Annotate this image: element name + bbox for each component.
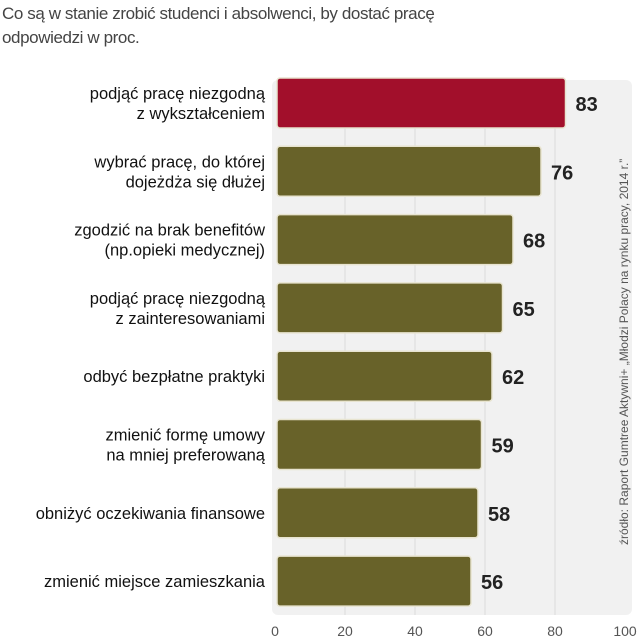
x-tick-label: 20 <box>337 623 353 639</box>
x-tick-label: 80 <box>547 623 563 639</box>
data-label: 65 <box>513 299 535 321</box>
bar <box>276 145 542 198</box>
data-label: 76 <box>551 162 573 184</box>
bar <box>276 282 504 334</box>
source-note: źródło: Raport Gumtree Aktywni+ „Młodzi … <box>617 159 631 545</box>
bar <box>276 350 493 402</box>
chart-title: Co są w stanie zrobić studenci i absolwe… <box>2 4 435 23</box>
category-label: zmienić miejsce zamieszkania <box>44 573 266 591</box>
category-label: (np.opieki medycznej) <box>105 242 266 260</box>
chart-title-block: Co są w stanie zrobić studenci i absolwe… <box>2 2 435 50</box>
data-label: 83 <box>576 94 598 116</box>
plot-panel <box>272 80 632 615</box>
chart-subtitle: odpowiedzi w proc. <box>2 28 140 47</box>
data-label: 56 <box>481 572 503 594</box>
bar <box>276 77 567 129</box>
bar <box>276 213 514 266</box>
category-label: odbyć bezpłatne praktyki <box>83 368 265 386</box>
data-label: 62 <box>502 367 524 389</box>
x-tick-label: 100 <box>613 623 637 639</box>
category-label: podjąć pracę niezgodną <box>90 85 266 103</box>
data-label: 59 <box>492 436 514 458</box>
category-label: na mniej preferowaną <box>106 447 265 465</box>
bar <box>276 555 472 607</box>
x-tick-label: 60 <box>477 623 493 639</box>
bar <box>276 487 479 539</box>
bar <box>276 418 483 471</box>
category-label: z wykształceniem <box>137 105 265 123</box>
category-label: z zainteresowaniami <box>116 310 265 328</box>
x-tick-label: 0 <box>271 623 279 639</box>
category-label: obniżyć oczekiwania finansowe <box>36 505 265 523</box>
category-label: wybrać pracę, do której <box>93 153 265 171</box>
category-label: podjąć pracę niezgodną <box>90 290 266 308</box>
category-label: dojeżdża się dłużej <box>126 173 265 191</box>
category-label: zgodzić na brak benefitów <box>74 222 265 240</box>
data-label: 58 <box>488 504 510 526</box>
x-tick-label: 40 <box>407 623 423 639</box>
category-label: zmienić formę umowy <box>105 427 265 445</box>
data-label: 68 <box>523 231 545 253</box>
